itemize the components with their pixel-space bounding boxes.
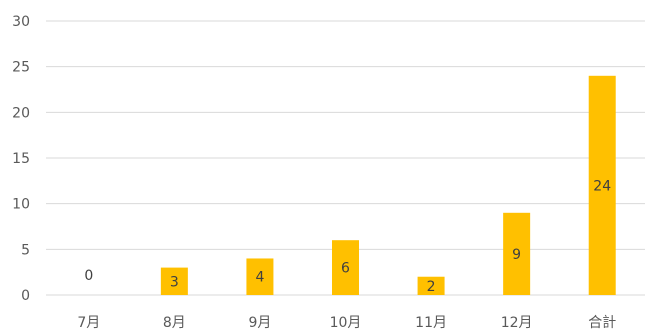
y-tick-label: 0 [21, 288, 30, 304]
x-tick-label: 10月 [330, 315, 362, 331]
data-label: 9 [512, 247, 521, 263]
data-label: 0 [84, 268, 93, 284]
x-tick-label: 8月 [163, 315, 186, 331]
y-axis-ticks: 0 5 10 15 20 25 30 [12, 14, 30, 304]
y-tick-label: 30 [12, 14, 30, 30]
bar [160, 267, 188, 295]
x-tick-label: 9月 [248, 315, 271, 331]
bar [332, 240, 359, 295]
y-tick-label: 10 [12, 197, 30, 213]
data-label: 4 [255, 270, 264, 286]
data-labels: 0 3 4 6 2 9 24 [84, 178, 611, 294]
x-tick-label: 12月 [501, 315, 533, 331]
x-tick-label: 11月 [415, 315, 447, 331]
y-tick-label: 25 [12, 60, 30, 76]
data-label: 24 [593, 178, 611, 194]
bar [417, 276, 445, 295]
data-label: 2 [427, 279, 436, 295]
bar [588, 75, 616, 295]
y-tick-label: 15 [12, 151, 30, 167]
bar [246, 258, 274, 295]
bar [503, 212, 531, 295]
y-tick-label: 5 [21, 242, 30, 258]
x-axis-ticks: 7月 8月 9月 10月 11月 12月 合計 [77, 315, 616, 331]
data-label: 3 [170, 274, 179, 290]
x-tick-label: 7月 [77, 315, 100, 331]
y-tick-label: 20 [12, 105, 30, 121]
data-label: 6 [341, 261, 350, 277]
gridlines [46, 20, 645, 296]
bars [160, 75, 616, 295]
x-tick-label: 合計 [588, 315, 616, 331]
